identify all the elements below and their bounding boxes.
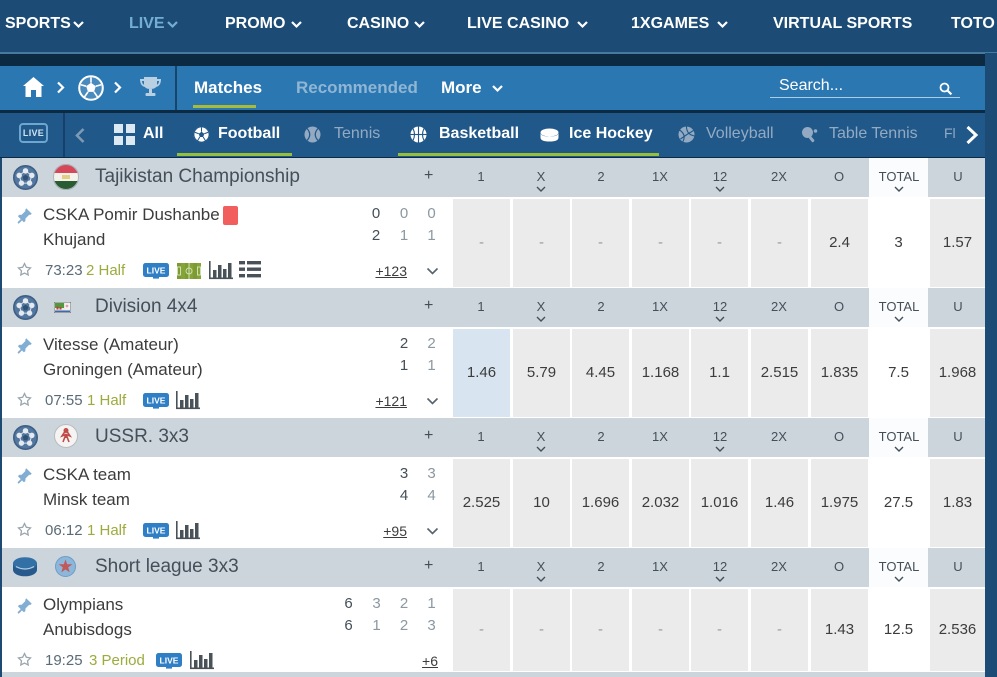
- svg-text:LIVE: LIVE: [147, 396, 166, 406]
- svg-text:LIVE: LIVE: [147, 266, 166, 276]
- svg-text:LIVE: LIVE: [147, 526, 166, 536]
- svg-text:LIVE: LIVE: [160, 656, 179, 666]
